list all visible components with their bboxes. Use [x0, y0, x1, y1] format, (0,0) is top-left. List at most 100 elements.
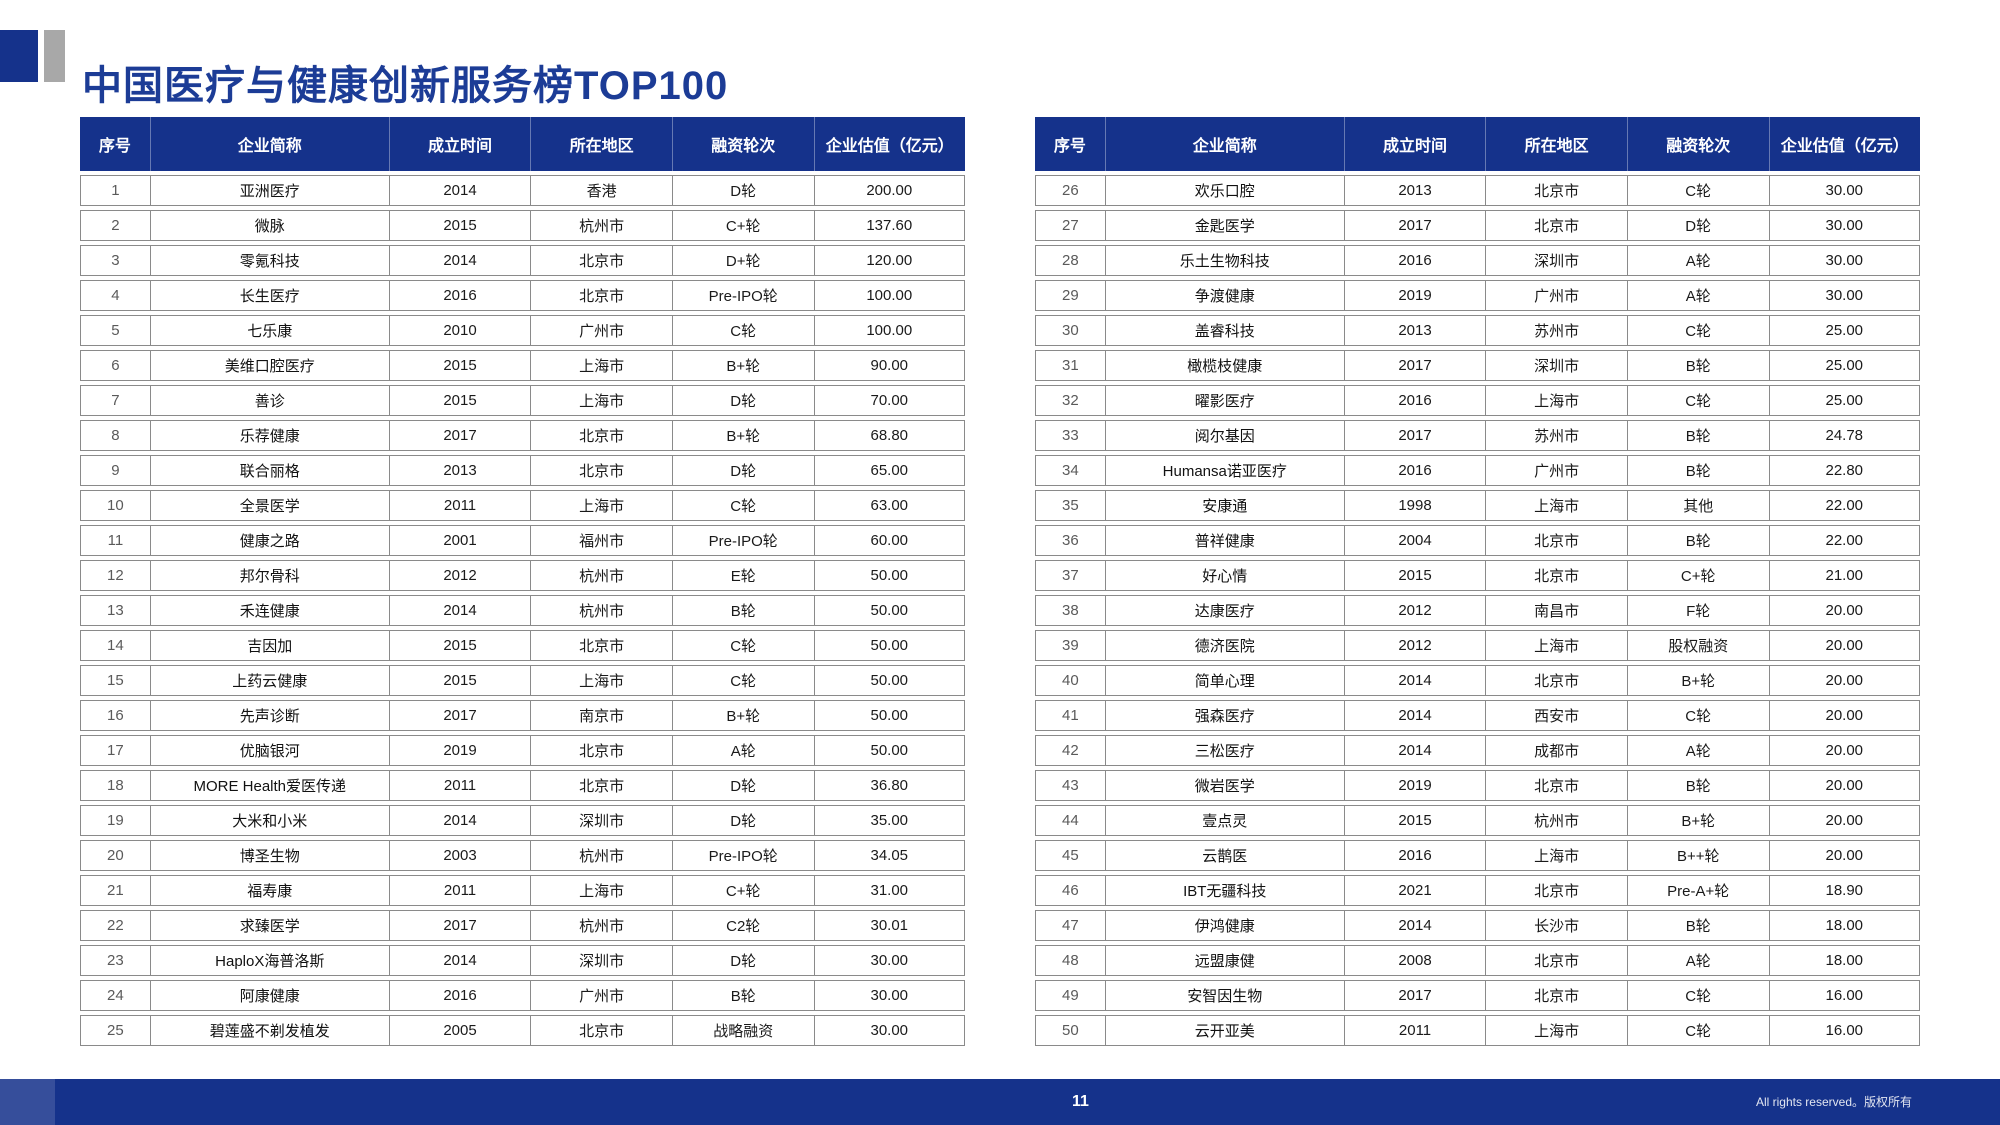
- cell-region: 南昌市: [1486, 595, 1628, 626]
- cell-round: D轮: [1627, 210, 1770, 241]
- cell-company: Humansa诺亚医疗: [1105, 455, 1345, 486]
- cell-region: 香港: [531, 175, 673, 206]
- cell-valuation: 68.80: [814, 420, 965, 451]
- cell-round: A轮: [1627, 945, 1770, 976]
- cell-rank: 42: [1035, 735, 1106, 766]
- cell-round: C轮: [1627, 315, 1770, 346]
- cell-round: C+轮: [1627, 560, 1770, 591]
- cell-region: 北京市: [1486, 770, 1628, 801]
- cell-valuation: 20.00: [1769, 805, 1920, 836]
- cell-round: B轮: [672, 980, 815, 1011]
- table-row: 47 伊鸿健康 2014 长沙市 B轮 18.00: [1035, 910, 1920, 941]
- table-row: 20 博圣生物 2003 杭州市 Pre-IPO轮 34.05: [80, 840, 965, 871]
- cell-company: 金匙医学: [1105, 210, 1345, 241]
- cell-round: B轮: [1627, 420, 1770, 451]
- cell-round: C轮: [1627, 700, 1770, 731]
- cell-company: 云鹊医: [1105, 840, 1345, 871]
- cell-company: 长生医疗: [150, 280, 390, 311]
- cell-round: B++轮: [1627, 840, 1770, 871]
- cell-founded: 2017: [389, 910, 532, 941]
- cell-company: 三松医疗: [1105, 735, 1345, 766]
- cell-valuation: 200.00: [814, 175, 965, 206]
- cell-rank: 10: [80, 490, 151, 521]
- cell-region: 北京市: [531, 770, 673, 801]
- cell-round: B轮: [1627, 455, 1770, 486]
- cell-rank: 26: [1035, 175, 1106, 206]
- table-row: 19 大米和小米 2014 深圳市 D轮 35.00: [80, 805, 965, 836]
- cell-region: 上海市: [1486, 840, 1628, 871]
- cell-valuation: 30.00: [1769, 245, 1920, 276]
- table-row: 3 零氪科技 2014 北京市 D+轮 120.00: [80, 245, 965, 276]
- cell-company: 云开亚美: [1105, 1015, 1345, 1046]
- cell-rank: 6: [80, 350, 151, 381]
- cell-rank: 28: [1035, 245, 1106, 276]
- cell-rank: 27: [1035, 210, 1106, 241]
- cell-round: B轮: [1627, 350, 1770, 381]
- cell-region: 广州市: [1486, 455, 1628, 486]
- cell-valuation: 50.00: [814, 560, 965, 591]
- table-row: 1 亚洲医疗 2014 香港 D轮 200.00: [80, 175, 965, 206]
- table-row: 45 云鹊医 2016 上海市 B++轮 20.00: [1035, 840, 1920, 871]
- footer-bar: 11 All rights reserved。版权所有: [0, 1079, 2000, 1125]
- cell-round: Pre-IPO轮: [672, 280, 815, 311]
- cell-founded: 2005: [389, 1015, 532, 1046]
- cell-founded: 2011: [389, 770, 532, 801]
- ranking-table-right: 序号 企业简称 成立时间 所在地区 融资轮次 企业估值（亿元） 26 欢乐口腔 2013 北京市…: [1035, 113, 1920, 1050]
- cell-founded: 2014: [1344, 735, 1487, 766]
- cell-company: HaploX海普洛斯: [150, 945, 390, 976]
- table-row: 33 阅尔基因 2017 苏州市 B轮 24.78: [1035, 420, 1920, 451]
- cell-founded: 2013: [1344, 315, 1487, 346]
- cell-founded: 2016: [1344, 455, 1487, 486]
- cell-company: 微岩医学: [1105, 770, 1345, 801]
- cell-founded: 2012: [1344, 630, 1487, 661]
- table-row: 46 IBT无疆科技 2021 北京市 Pre-A+轮 18.90: [1035, 875, 1920, 906]
- column-header-round: 融资轮次: [672, 117, 815, 171]
- cell-region: 深圳市: [1486, 350, 1628, 381]
- table-row: 6 美维口腔医疗 2015 上海市 B+轮 90.00: [80, 350, 965, 381]
- cell-founded: 2013: [389, 455, 532, 486]
- cell-founded: 2014: [389, 595, 532, 626]
- cell-round: 战略融资: [672, 1015, 815, 1046]
- cell-founded: 2003: [389, 840, 532, 871]
- cell-region: 上海市: [1486, 385, 1628, 416]
- cell-valuation: 20.00: [1769, 595, 1920, 626]
- cell-region: 北京市: [531, 280, 673, 311]
- cell-founded: 2014: [1344, 910, 1487, 941]
- cell-round: C轮: [672, 315, 815, 346]
- cell-company: 安智因生物: [1105, 980, 1345, 1011]
- cell-valuation: 120.00: [814, 245, 965, 276]
- cell-rank: 5: [80, 315, 151, 346]
- cell-founded: 1998: [1344, 490, 1487, 521]
- cell-round: C2轮: [672, 910, 815, 941]
- cell-round: B轮: [1627, 770, 1770, 801]
- cell-region: 北京市: [531, 245, 673, 276]
- cell-founded: 2010: [389, 315, 532, 346]
- cell-valuation: 30.01: [814, 910, 965, 941]
- cell-region: 西安市: [1486, 700, 1628, 731]
- cell-region: 上海市: [1486, 1015, 1628, 1046]
- cell-rank: 35: [1035, 490, 1106, 521]
- cell-valuation: 35.00: [814, 805, 965, 836]
- cell-valuation: 34.05: [814, 840, 965, 871]
- cell-company: 德济医院: [1105, 630, 1345, 661]
- cell-company: 美维口腔医疗: [150, 350, 390, 381]
- cell-founded: 2014: [389, 175, 532, 206]
- table-row: 32 曜影医疗 2016 上海市 C轮 25.00: [1035, 385, 1920, 416]
- cell-company: 微脉: [150, 210, 390, 241]
- cell-rank: 40: [1035, 665, 1106, 696]
- cell-round: Pre-IPO轮: [672, 840, 815, 871]
- cell-rank: 45: [1035, 840, 1106, 871]
- cell-round: C+轮: [672, 210, 815, 241]
- cell-region: 北京市: [1486, 665, 1628, 696]
- cell-round: B+轮: [672, 700, 815, 731]
- table-row: 14 吉因加 2015 北京市 C轮 50.00: [80, 630, 965, 661]
- cell-valuation: 20.00: [1769, 700, 1920, 731]
- cell-company: MORE Health爱医传递: [150, 770, 390, 801]
- cell-rank: 16: [80, 700, 151, 731]
- cell-company: 橄榄枝健康: [1105, 350, 1345, 381]
- cell-founded: 2019: [1344, 770, 1487, 801]
- cell-founded: 2019: [1344, 280, 1487, 311]
- cell-founded: 2015: [1344, 805, 1487, 836]
- cell-valuation: 30.00: [814, 980, 965, 1011]
- cell-round: B+轮: [1627, 805, 1770, 836]
